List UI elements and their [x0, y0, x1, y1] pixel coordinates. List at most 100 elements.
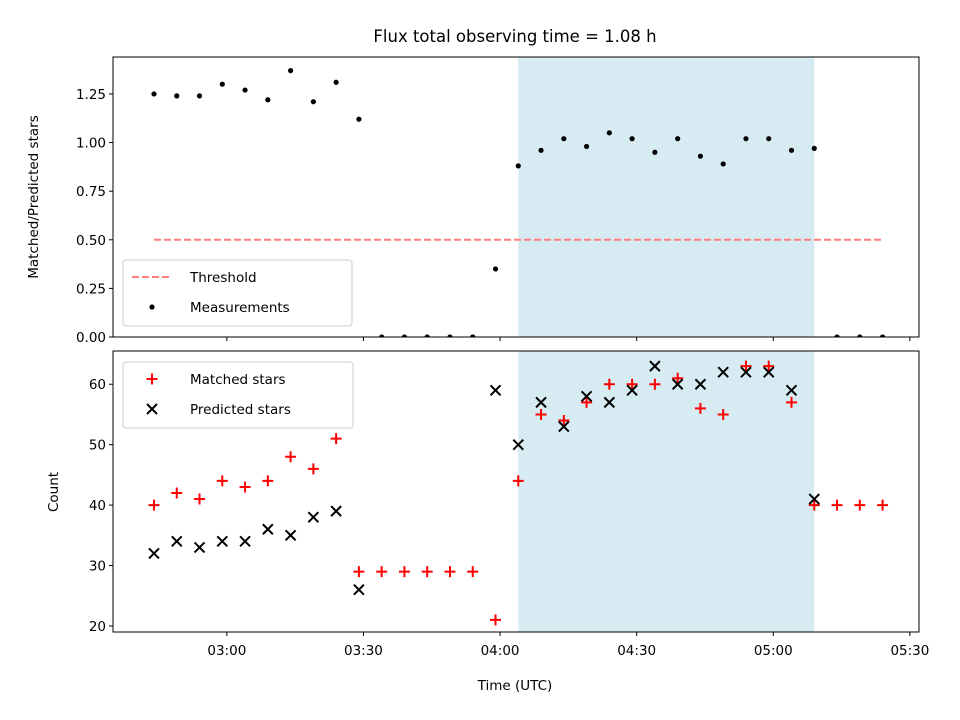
predicted-star-point: [489, 384, 502, 396]
legend-label: Threshold: [189, 270, 257, 286]
measurement-point: [857, 334, 863, 337]
x-tick-label: 05:30: [890, 643, 929, 659]
x-tick-label: 03:00: [207, 643, 246, 659]
matched-star-point: [740, 360, 752, 372]
measurement-point: [265, 97, 271, 103]
axes-frame: [112, 350, 920, 633]
measurement-point: [652, 149, 658, 155]
matched-star-point: [376, 566, 388, 578]
matched-star-point: [285, 451, 297, 463]
predicted-star-point: [216, 535, 228, 548]
measurement-point: [242, 87, 248, 93]
legend-matched-swatch: [146, 373, 158, 385]
measurement-point: [287, 68, 294, 74]
measurement-point: [675, 136, 681, 142]
measurement-point: [629, 136, 635, 142]
axes-frame: [112, 56, 920, 338]
measurement-point: [583, 143, 590, 150]
measurement-point: [151, 91, 157, 97]
legend-label: Matched stars: [190, 372, 286, 388]
predicted-star-point: [580, 390, 593, 403]
observing-interval-band: [518, 57, 815, 337]
predicted-star-point: [330, 505, 342, 517]
matched-star-point: [353, 566, 365, 578]
legend-label: Measurements: [190, 300, 290, 316]
matched-star-point: [672, 372, 684, 384]
y-tick-label: 0.00: [76, 330, 106, 346]
measurement-point: [834, 334, 840, 337]
y-tick-label: 50: [89, 438, 106, 454]
matched-star-point: [216, 475, 228, 487]
measurement-point: [720, 161, 726, 167]
matched-star-point: [148, 499, 160, 511]
measurement-point: [174, 93, 180, 99]
y-tick-label: 0.25: [76, 281, 106, 297]
measurement-point: [424, 334, 430, 337]
matched-star-point: [581, 396, 593, 408]
predicted-star-point: [785, 384, 798, 396]
plot-area: [148, 360, 889, 626]
measurement-point: [788, 147, 795, 153]
predicted-star-point: [694, 378, 707, 390]
measurement-point: [219, 81, 225, 87]
legend-box: [122, 259, 353, 327]
predicted-star-point: [740, 366, 752, 378]
predicted-star-point: [808, 493, 820, 505]
predicted-star-point: [535, 396, 547, 409]
matched-star-point: [467, 566, 479, 578]
measurement-point: [697, 153, 704, 159]
predicted-star-point: [148, 547, 160, 560]
measurement-point: [492, 266, 499, 272]
matched-star-point: [785, 396, 797, 408]
y-tick-label: 1.00: [76, 136, 106, 152]
matched-star-point: [649, 378, 661, 390]
x-tick-label: 03:30: [344, 643, 383, 659]
measurement-point: [561, 136, 567, 142]
matched-star-point: [512, 475, 524, 487]
measurement-point: [356, 116, 362, 122]
predicted-star-point: [353, 583, 365, 596]
x-tick-label: 05:00: [754, 643, 793, 659]
y-tick-label: 30: [89, 559, 106, 575]
predicted-star-point: [239, 535, 251, 548]
matched-star-point: [398, 566, 410, 578]
y-tick-label: 40: [89, 498, 106, 514]
matched-star-point: [763, 360, 775, 372]
matched-star-point: [194, 493, 206, 505]
legend-measurement-swatch: [149, 304, 155, 310]
predicted-star-point: [717, 366, 729, 378]
measurement-point: [766, 136, 772, 142]
matched-star-point: [854, 499, 866, 511]
matched-star-point: [717, 408, 729, 420]
measurement-point: [333, 79, 339, 85]
measurement-point: [811, 145, 817, 151]
predicted-star-point: [649, 360, 661, 372]
predicted-star-point: [193, 541, 206, 554]
series-matched-stars: [148, 360, 889, 626]
predicted-star-point: [262, 523, 274, 535]
top-panel-ratio: 0.00 0.25 0.50 0.75 1.00 1.25 Threshold Measure…: [76, 56, 920, 346]
series-predicted-stars: [148, 360, 820, 596]
matched-star-point: [330, 433, 342, 445]
measurement-point: [196, 93, 203, 99]
predicted-star-point: [307, 511, 320, 523]
x-tick-label: 04:30: [617, 643, 656, 659]
measurement-point: [379, 334, 385, 337]
plot-area: [151, 68, 886, 337]
matched-star-point: [558, 414, 570, 426]
observing-interval-band: [518, 351, 815, 632]
matched-star-point: [307, 463, 319, 475]
measurement-point: [310, 99, 316, 105]
measurement-point: [743, 136, 749, 142]
legend-box: [122, 361, 354, 429]
x-axis-label: Time (UTC): [477, 678, 553, 694]
matched-star-point: [444, 566, 456, 578]
measurement-point: [879, 334, 886, 337]
matched-star-point: [421, 566, 433, 578]
measurement-point: [447, 334, 453, 337]
matched-star-point: [877, 499, 889, 511]
predicted-star-point: [603, 396, 616, 409]
y-tick-label: 0.75: [76, 184, 106, 200]
predicted-star-point: [763, 366, 775, 378]
